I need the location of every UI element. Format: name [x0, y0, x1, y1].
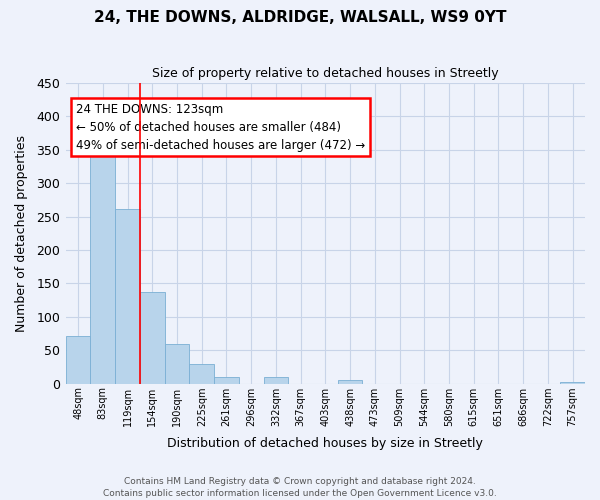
X-axis label: Distribution of detached houses by size in Streetly: Distribution of detached houses by size …	[167, 437, 484, 450]
Title: Size of property relative to detached houses in Streetly: Size of property relative to detached ho…	[152, 68, 499, 80]
Bar	[115, 208, 140, 384]
Bar	[164, 344, 190, 384]
Bar	[338, 380, 362, 384]
Bar	[560, 382, 585, 384]
Text: 24 THE DOWNS: 123sqm
← 50% of detached houses are smaller (484)
49% of semi-deta: 24 THE DOWNS: 123sqm ← 50% of detached h…	[76, 102, 365, 152]
Bar	[91, 131, 115, 384]
Text: Contains HM Land Registry data © Crown copyright and database right 2024.
Contai: Contains HM Land Registry data © Crown c…	[103, 476, 497, 498]
Bar	[66, 336, 91, 384]
Bar	[140, 292, 164, 384]
Text: 24, THE DOWNS, ALDRIDGE, WALSALL, WS9 0YT: 24, THE DOWNS, ALDRIDGE, WALSALL, WS9 0Y…	[94, 10, 506, 25]
Y-axis label: Number of detached properties: Number of detached properties	[15, 135, 28, 332]
Bar	[263, 377, 288, 384]
Bar	[190, 364, 214, 384]
Bar	[214, 377, 239, 384]
